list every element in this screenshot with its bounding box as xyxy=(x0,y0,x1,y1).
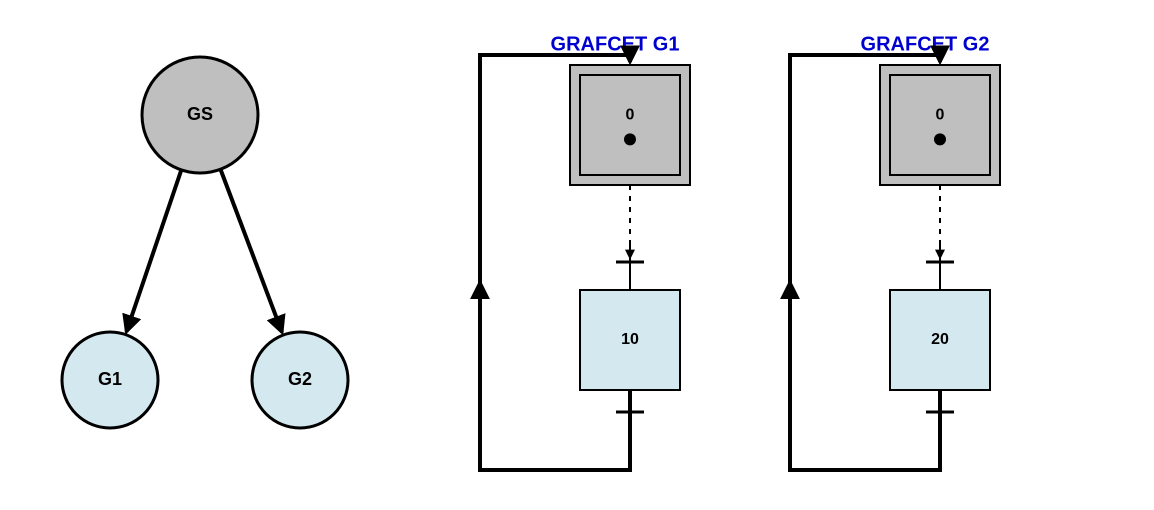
tree-edge xyxy=(126,170,181,332)
grafcet-token-icon xyxy=(934,133,946,145)
grafcet-title: GRAFCET G1 xyxy=(551,33,680,55)
tree-edge xyxy=(220,169,282,332)
grafcet-step-label: 10 xyxy=(621,331,639,348)
grafcet-initial-step-outer xyxy=(880,65,1000,185)
tree-child-label: G1 xyxy=(98,369,122,389)
grafcet-token-icon xyxy=(624,133,636,145)
tree-root-label: GS xyxy=(187,104,213,124)
grafcet-initial-label: 0 xyxy=(936,107,945,124)
tree-child-label: G2 xyxy=(288,369,312,389)
grafcet-initial-label: 0 xyxy=(626,107,635,124)
grafcet-initial-step-outer xyxy=(570,65,690,185)
grafcet-step-label: 20 xyxy=(931,331,949,348)
grafcet-title: GRAFCET G2 xyxy=(861,33,990,55)
